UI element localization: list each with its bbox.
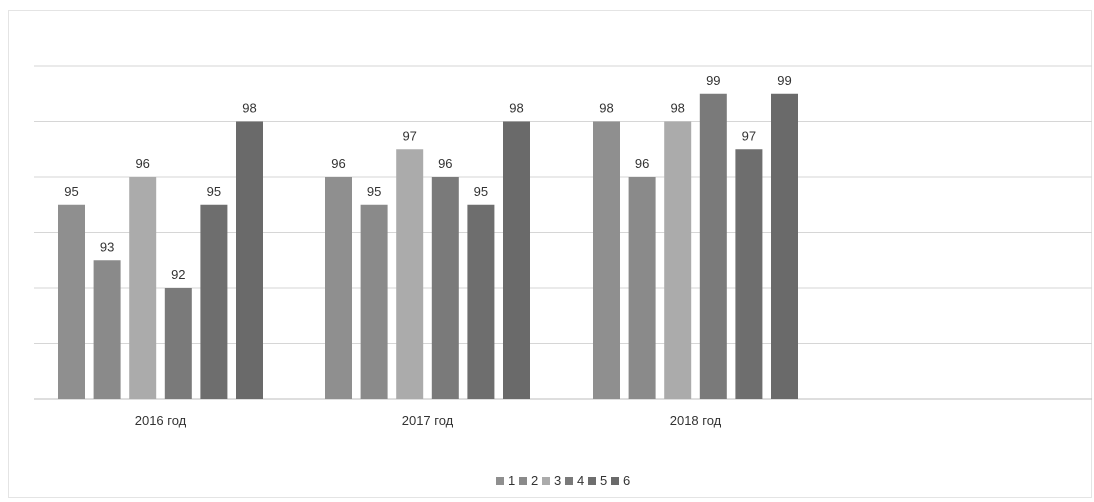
bar xyxy=(93,260,121,399)
data-label: 98 xyxy=(670,101,684,116)
bar xyxy=(771,93,798,399)
legend-label: 4 xyxy=(577,473,584,488)
data-label: 95 xyxy=(64,184,78,199)
legend-swatch xyxy=(588,477,596,485)
data-label: 95 xyxy=(367,184,381,199)
data-label: 96 xyxy=(331,156,345,171)
bar xyxy=(164,288,192,399)
category-label: 2017 год xyxy=(402,413,454,428)
category-axis: 2016 год 2017 год 2018 год xyxy=(135,413,722,428)
bar xyxy=(236,121,263,399)
data-label: 97 xyxy=(402,128,416,143)
legend-swatch xyxy=(496,477,504,485)
bars xyxy=(58,93,798,399)
legend-label: 2 xyxy=(531,473,538,488)
bar xyxy=(735,149,763,399)
bar xyxy=(664,121,692,399)
legend-swatch xyxy=(542,477,550,485)
data-labels: 95 93 96 92 95 98 96 95 97 96 95 98 98 96 98 99 97 99 xyxy=(64,73,791,282)
data-label: 99 xyxy=(706,73,720,88)
data-label: 96 xyxy=(135,156,149,171)
bar xyxy=(467,204,495,399)
bar xyxy=(628,177,656,399)
legend-swatch xyxy=(565,477,573,485)
data-label: 97 xyxy=(742,128,756,143)
bar xyxy=(325,177,352,399)
chart-frame xyxy=(8,10,1092,498)
bar xyxy=(58,204,85,399)
legend-label: 1 xyxy=(508,473,515,488)
category-label: 2016 год xyxy=(135,413,187,428)
bar xyxy=(129,177,157,399)
legend: 1 2 3 4 5 6 xyxy=(496,473,630,488)
data-label: 92 xyxy=(171,267,185,282)
bar xyxy=(593,121,620,399)
data-label: 93 xyxy=(100,239,114,254)
bar xyxy=(200,204,228,399)
data-label: 99 xyxy=(777,73,791,88)
data-label: 98 xyxy=(599,101,613,116)
legend-swatch xyxy=(519,477,527,485)
category-label: 2018 год xyxy=(670,413,722,428)
bar xyxy=(699,93,727,399)
data-label: 98 xyxy=(509,101,523,116)
bar xyxy=(503,121,530,399)
data-label: 98 xyxy=(242,101,256,116)
data-label: 95 xyxy=(207,184,221,199)
data-label: 95 xyxy=(474,184,488,199)
data-label: 96 xyxy=(635,156,649,171)
legend-swatch xyxy=(611,477,619,485)
bar xyxy=(431,177,459,399)
bar xyxy=(396,149,424,399)
legend-label: 6 xyxy=(623,473,630,488)
legend-label: 3 xyxy=(554,473,561,488)
gridlines xyxy=(34,65,1092,400)
bar xyxy=(360,204,388,399)
data-label: 96 xyxy=(438,156,452,171)
legend-label: 5 xyxy=(600,473,607,488)
